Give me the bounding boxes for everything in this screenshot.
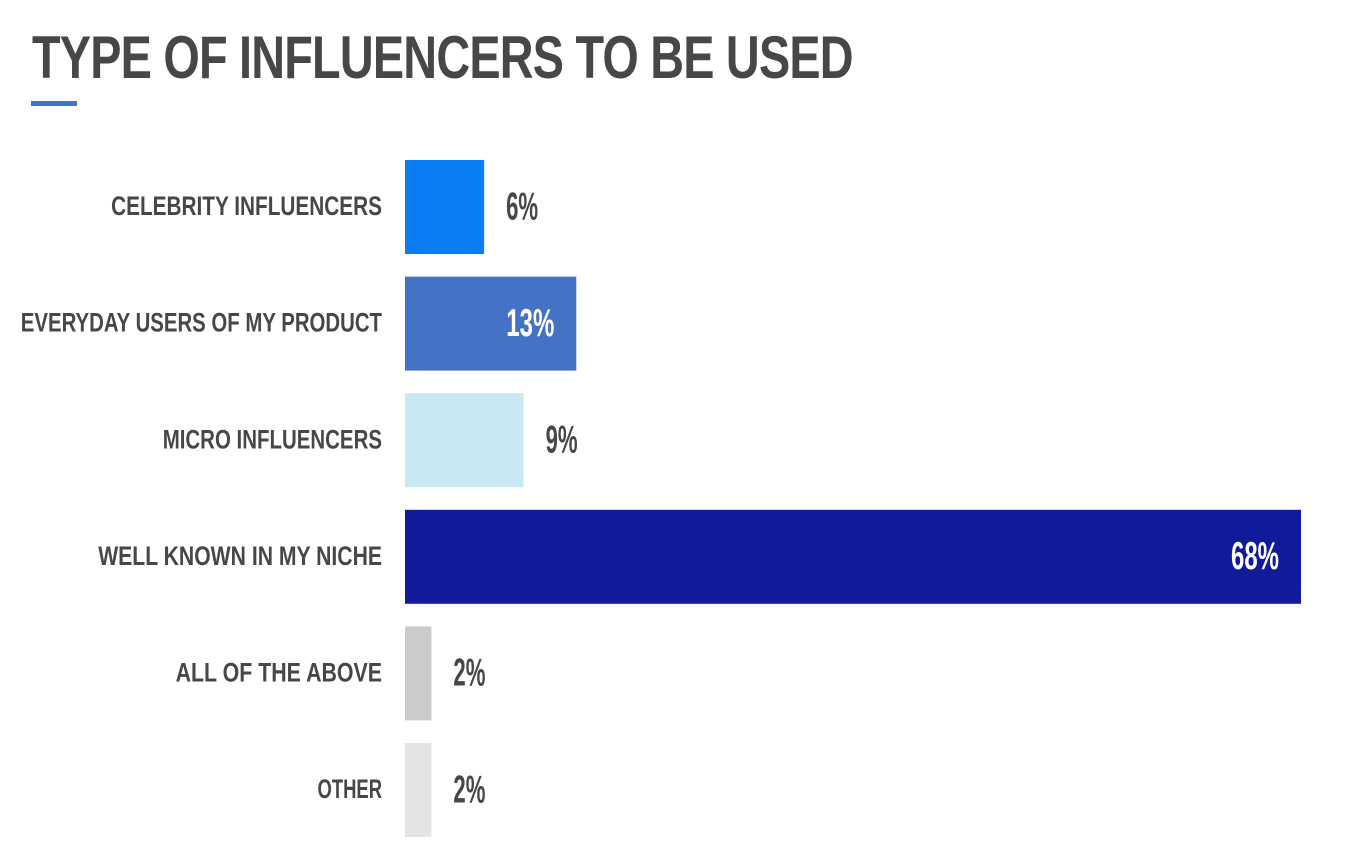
bar	[405, 393, 524, 488]
bar	[405, 509, 1301, 604]
category-label: CELEBRITY INFLUENCERS	[111, 191, 382, 221]
category-label: MICRO INFLUENCERS	[163, 424, 382, 454]
value-label: 2%	[453, 652, 485, 695]
value-label: 2%	[453, 768, 485, 811]
category-label: WELL KNOWN IN MY NICHE	[98, 541, 382, 571]
category-label: EVERYDAY USERS OF MY PRODUCT	[21, 308, 383, 338]
category-label: ALL OF THE ABOVE	[176, 658, 382, 688]
value-label: 13%	[506, 302, 554, 345]
bar	[405, 160, 485, 254]
bar	[405, 626, 432, 721]
value-label: 6%	[506, 185, 538, 228]
category-label: OTHER	[318, 774, 383, 804]
bar	[405, 743, 432, 837]
value-label: 68%	[1231, 535, 1279, 578]
bar	[405, 276, 577, 371]
chart-title: TYPE OF INFLUENCERS TO BE USED	[32, 24, 854, 91]
value-label: 9%	[546, 418, 578, 461]
title-underline-accent	[31, 101, 77, 106]
